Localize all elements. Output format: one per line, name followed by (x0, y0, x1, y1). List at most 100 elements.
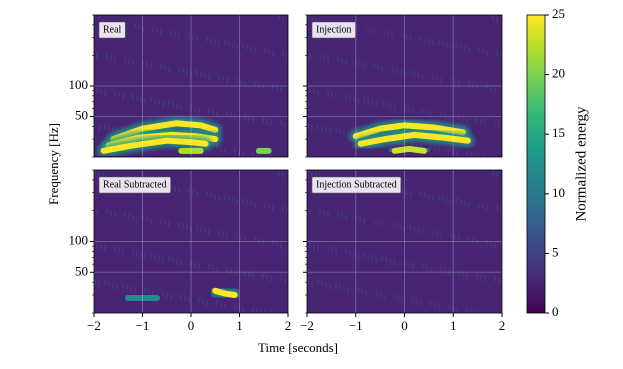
texture (349, 250, 352, 257)
texture (284, 277, 286, 284)
texture (377, 64, 380, 71)
texture (280, 86, 282, 93)
texture (178, 32, 180, 39)
texture (485, 205, 488, 212)
texture (144, 97, 146, 104)
texture (439, 110, 442, 117)
texture (403, 226, 406, 233)
texture (399, 224, 402, 231)
texture (447, 113, 450, 120)
texture (491, 15, 494, 21)
texture (341, 213, 344, 220)
texture (309, 86, 312, 93)
texture (437, 303, 440, 310)
texture (485, 50, 488, 57)
panel-bg (307, 170, 502, 313)
texture (329, 128, 332, 135)
texture (319, 208, 322, 215)
texture (315, 173, 318, 180)
texture (236, 77, 238, 84)
texture (178, 221, 180, 228)
texture (429, 266, 432, 273)
texture (453, 78, 456, 85)
texture (146, 216, 148, 223)
texture (455, 150, 458, 157)
texture (272, 205, 274, 212)
panel-title: Real (103, 24, 122, 35)
texture (419, 190, 422, 197)
texture (327, 245, 330, 252)
texture (106, 208, 108, 215)
texture (138, 24, 140, 31)
texture (162, 290, 164, 297)
texture (218, 229, 220, 236)
texture (160, 218, 162, 225)
texture (449, 77, 452, 84)
texture (142, 214, 144, 221)
texture (337, 56, 340, 63)
y-tick-label: 100 (69, 232, 89, 247)
texture (186, 69, 188, 76)
texture (152, 26, 154, 33)
texture (429, 144, 432, 151)
texture (118, 247, 120, 254)
texture (282, 50, 284, 57)
texture (355, 26, 358, 33)
texture (473, 309, 476, 313)
texture (409, 224, 412, 231)
texture (108, 280, 110, 287)
texture (140, 96, 142, 103)
texture (307, 123, 309, 130)
texture (347, 131, 350, 138)
texture (499, 51, 502, 58)
texture (373, 29, 376, 36)
texture (94, 170, 96, 176)
colorbar-tick-label: 20 (552, 66, 565, 81)
texture (244, 269, 246, 276)
texture (206, 190, 208, 197)
texture (194, 105, 196, 112)
texture (391, 32, 394, 39)
texture (331, 91, 334, 98)
texture (214, 38, 216, 45)
track (357, 131, 471, 147)
texture (459, 198, 462, 205)
texture (469, 152, 472, 157)
texture (180, 104, 182, 111)
texture (359, 216, 362, 223)
texture (491, 170, 494, 176)
texture (363, 62, 366, 69)
texture (238, 304, 240, 311)
x-axis-label: Time [seconds] (258, 340, 338, 355)
texture (132, 248, 134, 255)
texture (136, 94, 138, 101)
texture (106, 53, 108, 60)
texture (367, 97, 370, 104)
texture (208, 229, 210, 236)
texture (264, 202, 266, 209)
texture (401, 187, 404, 194)
texture (262, 272, 264, 279)
texture (477, 202, 480, 209)
texture (453, 234, 456, 241)
texture (317, 245, 320, 252)
texture (467, 235, 470, 242)
texture (477, 311, 480, 313)
texture (170, 184, 172, 191)
texture (224, 194, 226, 201)
texture (274, 155, 276, 157)
texture (254, 80, 256, 87)
texture (335, 282, 338, 289)
texture (467, 80, 470, 87)
texture (146, 61, 148, 68)
texture (100, 243, 102, 250)
texture (226, 77, 228, 84)
texture (409, 190, 412, 197)
texture (130, 285, 132, 292)
texture (114, 245, 116, 252)
texture (230, 268, 232, 275)
texture (114, 89, 116, 96)
texture (144, 287, 146, 294)
texture (477, 155, 480, 157)
texture (208, 107, 210, 114)
